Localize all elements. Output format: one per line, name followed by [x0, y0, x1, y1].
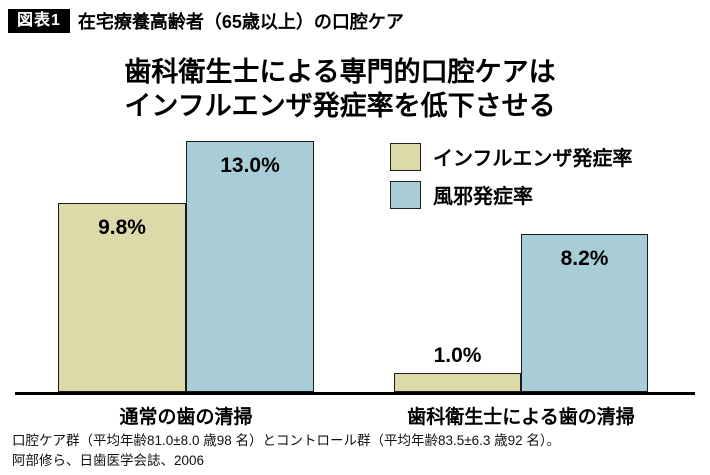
bar-value-label: 9.8% — [98, 216, 146, 239]
legend-item-cold: 風邪発症率 — [390, 180, 632, 209]
chart-title-line-2: インフルエンザ発症率を低下させる — [124, 90, 556, 121]
bar-value-label: 1.0% — [433, 344, 482, 367]
legend-item-influenza: インフルエンザ発症率 — [390, 142, 632, 171]
figure-badge: 図表1 — [8, 9, 70, 33]
figure-header: 図表1 在宅療養高齢者（65歳以上）の口腔ケア — [8, 8, 404, 34]
plot-area: 9.8% 13.0% 1.0% 8.2% — [15, 125, 695, 395]
figure-title: 在宅療養高齢者（65歳以上）の口腔ケア — [77, 12, 404, 32]
legend-swatch-cold — [390, 180, 421, 209]
footer-source: 阿部修ら、日歯医学会誌、2006 — [12, 452, 205, 468]
bar-cold-hygienist-cleaning: 8.2% — [521, 234, 648, 392]
legend-label-cold: 風邪発症率 — [433, 186, 533, 208]
chart-legend: インフルエンザ発症率 風邪発症率 — [390, 142, 632, 209]
bar-cold-normal-cleaning: 13.0% — [186, 141, 314, 392]
bar-value-label: 13.0% — [220, 154, 280, 177]
legend-swatch-influenza — [390, 142, 421, 171]
axis-label-hygienist-cleaning: 歯科衛生士による歯の清掃 — [407, 407, 635, 428]
bar-influenza-normal-cleaning: 9.8% — [58, 203, 186, 392]
footer-note: 口腔ケア群（平均年齢81.0±8.0 歳98 名）とコントロール群（平均年齢83… — [12, 431, 560, 470]
bar-influenza-hygienist-cleaning: 1.0% — [394, 344, 521, 392]
legend-label-influenza: インフルエンザ発症率 — [433, 148, 633, 170]
chart-title-line-1: 歯科衛生士による専門的口腔ケアは — [124, 57, 556, 87]
chart-title: 歯科衛生士による専門的口腔ケアは インフルエンザ発症率を低下させる — [0, 56, 680, 124]
bar-value-label: 8.2% — [560, 247, 609, 270]
axis-label-normal-cleaning: 通常の歯の清掃 — [119, 407, 253, 428]
footer-study-detail: 口腔ケア群（平均年齢81.0±8.0 歳98 名）とコントロール群（平均年齢83… — [12, 433, 561, 448]
